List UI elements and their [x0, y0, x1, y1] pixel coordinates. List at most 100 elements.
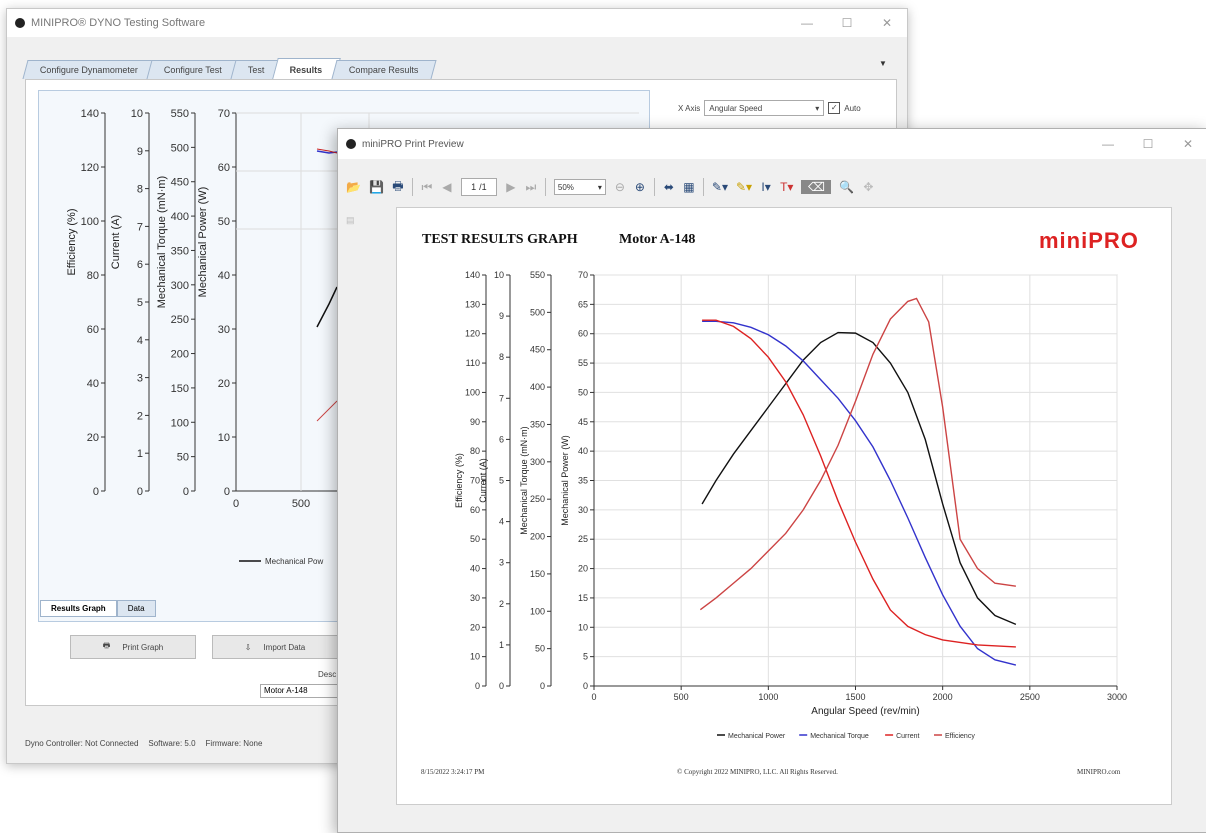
y-tick-label-torque: 0: [540, 681, 545, 691]
minimize-icon[interactable]: —: [801, 16, 813, 30]
x-axis-control: X Axis Angular Speed ▾ ✓ Auto: [678, 100, 861, 116]
y-tick-label-efficiency: 90: [470, 417, 480, 427]
bg-tick-label-torque: 300: [171, 280, 189, 292]
bg-tick-label-current: 0: [137, 486, 143, 498]
tab-configure-dynamometer[interactable]: Configure Dynamometer: [22, 60, 156, 79]
next-page-icon[interactable]: ▶: [506, 180, 516, 194]
page-number-input[interactable]: 1/1: [460, 178, 497, 196]
bg-tick-label-current: 2: [137, 410, 143, 422]
report-subtitle: Motor A-148: [619, 232, 696, 247]
print-icon[interactable]: 🖶: [392, 178, 404, 193]
bg-tick-label-torque: 250: [171, 314, 189, 326]
preview-toolbar: 📂 💾 🖶 ⏮ ◀ 1/1 ▶ ⏭ 50% ▾ ⊖ ⊕ ⬌ ▦ ✎▾ ✎▾ I▾ …: [338, 173, 1206, 201]
bg-tick-label-current: 7: [137, 221, 143, 233]
tab-menu-icon[interactable]: ▼: [879, 59, 887, 68]
pan-icon[interactable]: ✥: [863, 180, 874, 194]
bg-tick-label-torque: 450: [171, 177, 189, 189]
preview-title: miniPRO Print Preview: [362, 138, 464, 150]
y-tick-label-torque: 150: [530, 569, 545, 579]
y-tick-label-torque: 500: [530, 307, 545, 317]
y-tick-label-power: 10: [578, 622, 588, 632]
last-page-icon[interactable]: ⏭: [525, 179, 537, 194]
bg-axis-title-power: Mechanical Power (W): [197, 187, 209, 298]
y-tick-label-efficiency: 110: [466, 358, 480, 368]
bg-tick-label-efficiency: 120: [81, 162, 99, 174]
prev-page-icon[interactable]: ◀: [442, 180, 452, 194]
y-tick-label-torque: 250: [530, 494, 545, 504]
main-window-title: MINIPRO® DYNO Testing Software: [31, 17, 206, 29]
y-tick-label-power: 70: [578, 270, 588, 280]
y-tick-label-power: 60: [578, 329, 588, 339]
print-graph-button[interactable]: 🖶 Print Graph: [70, 635, 196, 659]
y-tick-label-torque: 350: [530, 419, 545, 429]
preview-close-icon[interactable]: ✕: [1182, 137, 1194, 151]
x-tick-label: 1000: [758, 692, 778, 702]
bg-tick-label-torque: 0: [183, 486, 189, 498]
tab-results-graph[interactable]: Results Graph: [40, 600, 117, 617]
tab-configure-test[interactable]: Configure Test: [146, 60, 240, 79]
status-controller: Dyno Controller: Not Connected: [25, 739, 139, 748]
bg-axis-title-efficiency: Efficiency (%): [66, 208, 78, 275]
y-tick-label-current: 10: [494, 270, 504, 280]
open-icon[interactable]: 📂: [346, 180, 361, 194]
chevron-down-icon: ▾: [597, 182, 602, 192]
y-tick-label-efficiency: 100: [465, 387, 480, 397]
bg-tick-label-current: 1: [137, 448, 143, 460]
y-tick-label-current: 7: [499, 393, 504, 403]
x-axis-select[interactable]: Angular Speed ▾: [704, 100, 825, 116]
text-tool-icon[interactable]: I▾: [761, 180, 771, 194]
bg-tick-label-current: 6: [137, 259, 143, 271]
pen-icon[interactable]: ✎▾: [711, 180, 728, 194]
fit-width-icon[interactable]: ⬌: [663, 180, 674, 194]
y-tick-label-power: 50: [578, 387, 588, 397]
description-field[interactable]: Motor A-148: [260, 684, 340, 698]
bg-tick-label-current: 5: [137, 297, 143, 309]
bg-tick-label-power: 60: [218, 162, 230, 174]
bg-tick-label-efficiency: 40: [87, 378, 99, 390]
preview-minimize-icon[interactable]: —: [1102, 137, 1114, 151]
y-tick-label-efficiency: 0: [475, 681, 480, 691]
y-axis-title-efficiency: Efficiency (%): [454, 453, 464, 508]
y-tick-label-efficiency: 140: [465, 270, 480, 280]
bg-axis-title-current: Current (A): [110, 215, 122, 269]
tab-data[interactable]: Data: [116, 600, 156, 617]
bg-efficiency-line: [316, 400, 338, 422]
bg-tick-label-current: 9: [137, 146, 143, 158]
series-line-efficiency: [699, 297, 1016, 611]
y-tick-label-current: 8: [499, 352, 504, 362]
zoom-out-icon[interactable]: ⊖: [614, 180, 625, 194]
auto-checkbox[interactable]: ✓: [828, 102, 841, 114]
preview-maximize-icon[interactable]: ☐: [1142, 137, 1154, 151]
zoom-select[interactable]: 50% ▾: [553, 179, 606, 195]
printer-icon: 🖶: [102, 641, 111, 650]
tab-results[interactable]: Results: [272, 58, 341, 79]
y-tick-label-torque: 200: [530, 532, 545, 542]
y-axis-title-torque: Mechanical Torque (mN·m): [519, 426, 529, 534]
bg-tick-label-power: 50: [218, 216, 230, 228]
save-icon[interactable]: 💾: [368, 180, 384, 194]
import-icon: ⇩: [244, 642, 252, 652]
fit-page-icon[interactable]: ▦: [683, 180, 695, 194]
y-axis-title-current: Current (A): [478, 458, 488, 503]
maximize-icon[interactable]: ☐: [841, 16, 853, 30]
bg-tick-label-current: 3: [137, 373, 143, 385]
eraser-icon[interactable]: ⌫: [801, 180, 832, 194]
graph-bottom-tabs: Results Graph Data: [40, 600, 156, 617]
bg-tick-label-torque: 500: [171, 142, 189, 154]
bg-tick-label-efficiency: 20: [87, 432, 99, 444]
search-icon[interactable]: 🔍: [839, 180, 855, 194]
highlighter-icon[interactable]: ✎▾: [735, 180, 753, 194]
tab-compare-results[interactable]: Compare Results: [331, 60, 437, 79]
x-axis-title: Angular Speed (rev/min): [811, 706, 919, 717]
sidebar-icon[interactable]: ▤: [346, 215, 355, 225]
x-tick-label: 0: [591, 692, 596, 702]
first-page-icon[interactable]: ⏮: [421, 179, 433, 194]
close-icon[interactable]: ✕: [881, 16, 893, 30]
bg-tick-label-efficiency: 60: [87, 324, 99, 336]
bg-x-tick-label: 0: [233, 498, 239, 510]
import-data-button[interactable]: ⇩ Import Data: [212, 635, 338, 659]
zoom-in-icon[interactable]: ⊕: [634, 180, 645, 194]
strikethrough-icon[interactable]: T▾: [780, 180, 794, 194]
bg-power-line: [316, 286, 338, 328]
